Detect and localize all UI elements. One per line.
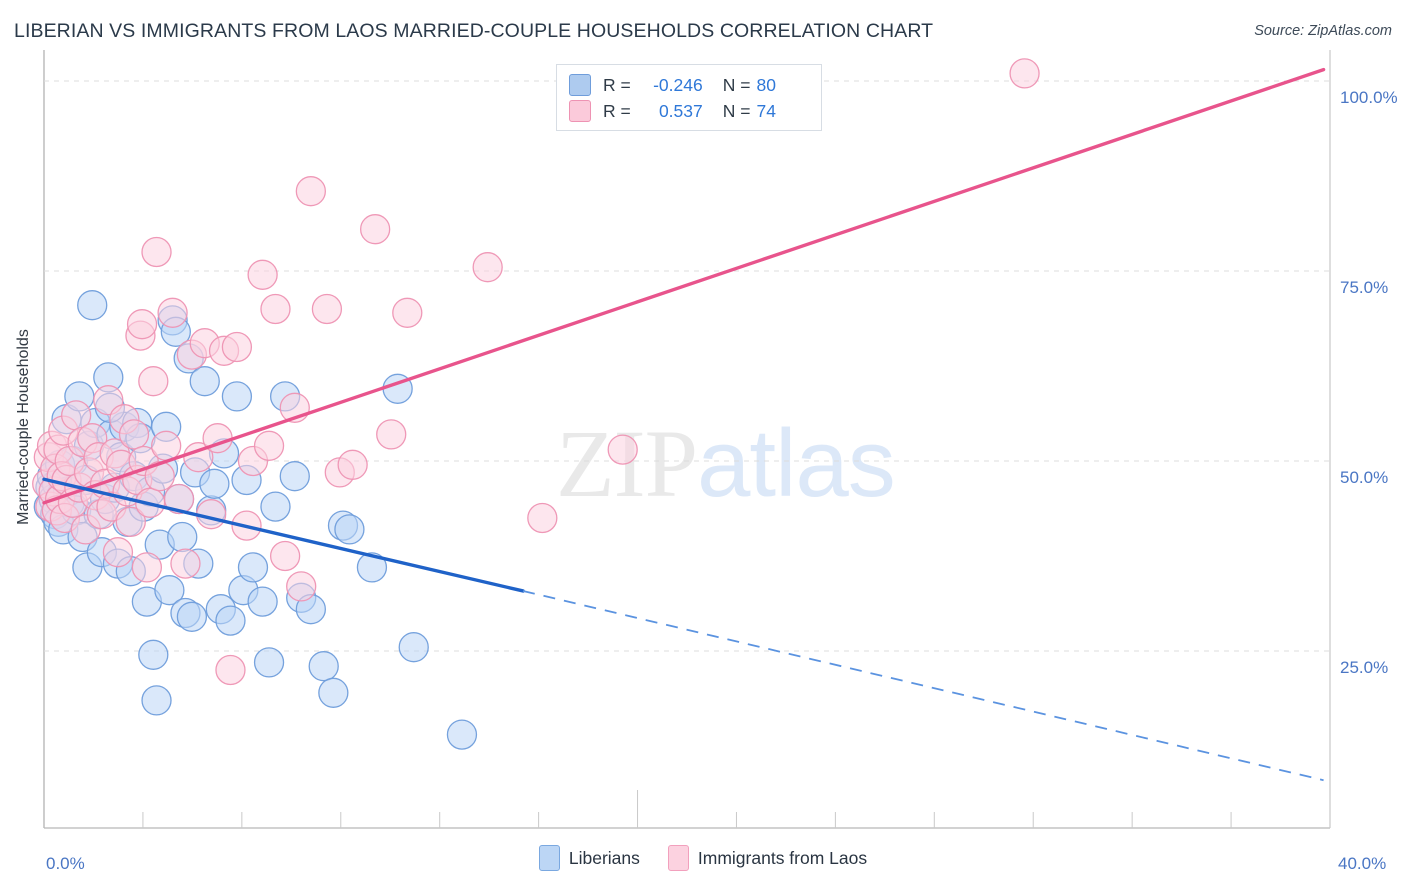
y-tick-label-100: 100.0% <box>1340 88 1398 107</box>
data-point <box>247 259 278 290</box>
data-point <box>199 468 230 499</box>
data-point <box>170 548 201 579</box>
data-point <box>359 214 391 245</box>
series-legend-item-liberians[interactable]: Liberians <box>538 845 640 871</box>
trendline-liberians-extrapolated <box>522 590 1324 782</box>
x-tick-label-min: 0.0% <box>46 854 85 873</box>
legend-swatch-blue <box>569 74 591 96</box>
data-point <box>1009 58 1040 89</box>
data-point <box>102 537 134 568</box>
x-tick-label-max: 40.0% <box>1338 854 1387 873</box>
legend-row-laos: R = 0.537 N = 74 <box>569 98 809 124</box>
data-point <box>144 461 175 492</box>
data-point <box>392 297 423 328</box>
data-point <box>151 430 182 461</box>
page-title: LIBERIAN VS IMMIGRANTS FROM LAOS MARRIED… <box>14 20 934 42</box>
data-point <box>356 552 388 583</box>
data-point <box>446 719 478 750</box>
series-legend-item-laos[interactable]: Immigrants from Laos <box>667 845 868 871</box>
data-point <box>286 571 317 602</box>
data-point <box>215 654 246 686</box>
data-point <box>157 297 188 328</box>
data-point <box>308 651 339 682</box>
data-point <box>253 647 285 678</box>
source-attribution: Source: ZipAtlas.com <box>1254 23 1392 39</box>
series-label-laos: Immigrants from Laos <box>697 847 868 868</box>
data-point <box>163 483 195 515</box>
data-point <box>334 514 365 545</box>
data-point <box>77 290 108 321</box>
correlation-legend: R = -0.246 N = 80 R = 0.537 N = 74 <box>556 64 822 131</box>
legend-r-value-blue: -0.246 <box>653 74 703 95</box>
data-point <box>247 586 278 617</box>
y-tick-label-75: 75.0% <box>1340 278 1389 297</box>
data-point <box>126 309 158 340</box>
data-point <box>376 419 407 450</box>
legend-n-value-blue: 80 <box>756 74 776 95</box>
data-point <box>154 575 185 606</box>
legend-n-label-blue: N = <box>722 74 751 95</box>
y-tick-label-25: 25.0% <box>1340 658 1389 677</box>
legend-n-label-pink: N = <box>722 100 751 121</box>
data-point <box>311 293 343 325</box>
data-point <box>221 381 253 412</box>
data-point <box>118 419 150 450</box>
data-point <box>527 502 558 534</box>
series-legend: Liberians Immigrants from Laos <box>0 845 1406 871</box>
data-point <box>189 366 220 397</box>
data-point <box>295 176 326 207</box>
data-point <box>260 491 291 522</box>
data-point <box>472 252 503 283</box>
y-tick-label-50: 50.0% <box>1340 468 1389 487</box>
data-point <box>279 461 310 492</box>
legend-swatch-pink <box>569 100 591 122</box>
data-point <box>167 521 198 553</box>
trendline-liberians <box>42 477 525 593</box>
data-point <box>337 449 368 480</box>
legend-r-label-pink: R = <box>603 100 631 121</box>
data-point <box>138 639 169 670</box>
series-swatch-blue <box>538 845 560 871</box>
trendline-laos <box>42 67 1326 505</box>
data-point <box>253 430 285 461</box>
legend-r-label-blue: R = <box>603 74 631 95</box>
data-point <box>215 605 246 636</box>
data-point <box>141 236 172 268</box>
data-point <box>221 331 253 363</box>
data-point <box>269 540 301 572</box>
data-point <box>318 677 349 708</box>
data-point <box>138 366 169 397</box>
series-label-liberians: Liberians <box>568 847 640 868</box>
data-point <box>398 632 429 663</box>
data-point <box>260 293 291 325</box>
data-point <box>176 601 208 632</box>
data-point <box>131 552 163 583</box>
data-point <box>607 434 638 465</box>
data-point <box>115 506 146 537</box>
legend-r-value-pink: 0.537 <box>658 100 703 121</box>
data-point <box>237 552 269 583</box>
legend-row-liberians: R = -0.246 N = 80 <box>569 72 809 98</box>
legend-n-value-pink: 74 <box>756 100 776 121</box>
data-point <box>141 685 172 716</box>
series-swatch-pink <box>667 845 689 871</box>
